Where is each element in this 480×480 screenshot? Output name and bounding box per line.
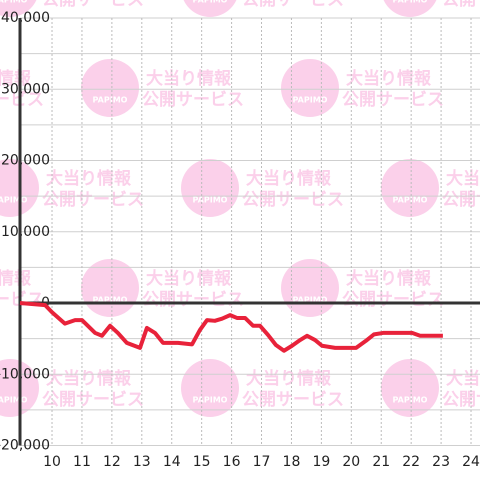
x-tick-label: 21 [372, 454, 390, 470]
watermark-brand: PAPIMO [293, 96, 328, 105]
watermark-line2: 公開サービス [342, 90, 444, 110]
watermark-line2: 公開サービス [142, 290, 244, 310]
watermark-circle [381, 359, 439, 417]
watermark-line1: 大当り情報 [146, 268, 232, 289]
watermark-circle [383, 0, 437, 17]
watermark-brand: PAPIMO [393, 196, 428, 205]
x-tick-label: 12 [103, 454, 121, 470]
watermark-layer: PAPIMO大当り情報公開サービスPAPIMO大当り情報公開サービスPAPIMO… [0, 0, 480, 417]
series-line [19, 301, 443, 353]
watermark-circle [81, 59, 139, 117]
x-tick-label: 17 [253, 454, 271, 470]
watermark-line2: 公開サービス [442, 190, 480, 210]
watermark-line2: 公開サービス [0, 290, 44, 310]
watermark-brand: PAPIMO [93, 96, 128, 105]
x-tick-label: 13 [133, 454, 151, 470]
watermark-line1: 大当り情報 [46, 368, 132, 389]
x-tick-label: 20 [342, 454, 360, 470]
watermark-circle [181, 359, 239, 417]
watermark-line1: 大当り情報 [146, 68, 232, 89]
x-tick-label: 16 [223, 454, 241, 470]
x-tick-label: 14 [163, 454, 181, 470]
x-tick-label: 10 [43, 454, 61, 470]
x-tick-label: 11 [73, 454, 91, 470]
y-tick-label: 10,000 [1, 224, 50, 240]
watermark-brand: PAPIMO [393, 0, 428, 5]
watermark-line2: 公開サービス [242, 190, 344, 210]
x-tick-label: 18 [283, 454, 301, 470]
y-tick-label: -20,000 [0, 438, 50, 454]
watermark-circle [181, 159, 239, 217]
watermark-line2: 公開サービス [242, 390, 344, 410]
watermark-line1: 大当り情報 [246, 168, 332, 189]
watermark-circle [381, 159, 439, 217]
watermark-brand: PAPIMO [0, 0, 28, 5]
watermark-brand: PAPIMO [0, 396, 28, 405]
watermark-brand: PAPIMO [0, 196, 28, 205]
watermark-brand: PAPIMO [93, 296, 128, 305]
x-tick-label: 22 [402, 454, 420, 470]
plot-layer: -20,000-10,000010,00020,00030,00040,0001… [0, 10, 480, 470]
watermark-line2: 公開サービス [242, 0, 344, 10]
watermark-line1: 大当り情報 [46, 168, 132, 189]
watermark-brand: PAPIMO [193, 196, 228, 205]
x-tick-label: 23 [432, 454, 450, 470]
watermark-circle [0, 0, 37, 17]
y-tick-label: 40,000 [1, 10, 50, 26]
watermark-line2: 公開サービス [442, 0, 480, 10]
watermark-line2: 公開サービス [342, 290, 444, 310]
watermark-line2: 公開サービス [442, 390, 480, 410]
watermark-brand: PAPIMO [393, 396, 428, 405]
x-tick-label: 19 [312, 454, 330, 470]
watermark-line1: 大当り情報 [446, 368, 480, 389]
watermark-line1: 大当り情報 [346, 268, 432, 289]
watermark-line1: 大当り情報 [346, 68, 432, 89]
watermark-line2: 公開サービス [0, 90, 44, 110]
y-tick-label: -10,000 [0, 366, 50, 382]
watermark-circle [183, 0, 237, 17]
grid-layer [20, 17, 480, 446]
watermark-line2: 公開サービス [142, 90, 244, 110]
watermark-line1: 大当り情報 [0, 268, 32, 289]
watermark-brand: PAPIMO [193, 0, 228, 5]
y-tick-label: 30,000 [1, 81, 50, 97]
x-tick-label: 24 [462, 454, 480, 470]
watermark-line1: 大当り情報 [446, 168, 480, 189]
watermark-line1: 大当り情報 [246, 368, 332, 389]
x-tick-label: 15 [193, 454, 211, 470]
watermark-line2: 公開サービス [42, 0, 144, 10]
watermark-line2: 公開サービス [42, 390, 144, 410]
watermark-brand: PAPIMO [293, 296, 328, 305]
y-tick-label: 20,000 [1, 153, 50, 169]
watermark-line2: 公開サービス [42, 190, 144, 210]
watermark-line1: 大当り情報 [0, 68, 32, 89]
watermark-brand: PAPIMO [193, 396, 228, 405]
watermark-circle [281, 59, 339, 117]
